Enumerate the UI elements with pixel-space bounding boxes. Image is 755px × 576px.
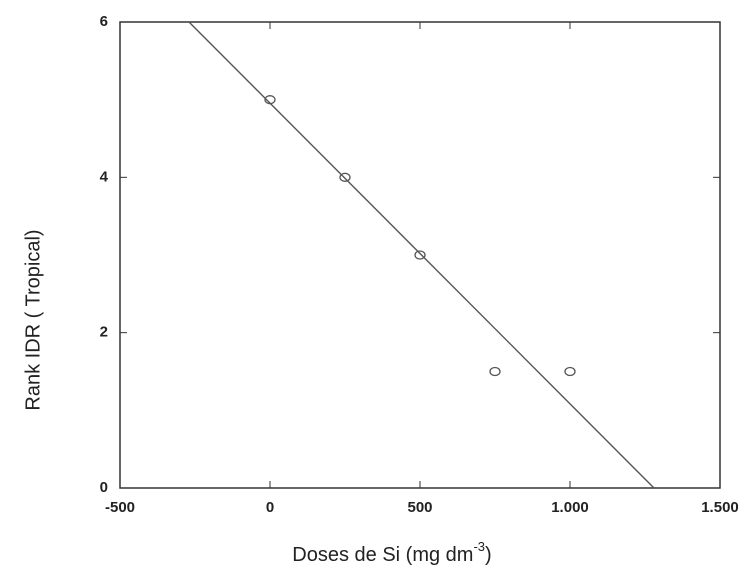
x-tick-label: -500 [105,499,135,516]
x-tick-label: 1.500 [701,499,739,516]
x-tick-label: 500 [407,499,432,516]
y-tick-label: 6 [100,13,108,30]
x-label-close: ) [485,544,492,566]
plot-frame [119,21,721,489]
y-axis-label: Rank IDR ( Tropical) [22,229,44,410]
data-point [339,172,351,182]
x-tick-label: 0 [266,499,274,516]
data-point [564,366,576,377]
data-point [414,250,426,260]
y-tick-label: 4 [100,168,109,185]
x-label-sup: -3 [473,539,485,554]
fit-line [188,21,655,489]
data-point [489,366,501,377]
x-label-main: Doses de Si (mg dm [292,544,473,566]
x-tick-label: 1.000 [551,499,589,516]
x-axis-label: Doses de Si (mg dm-3) [292,539,491,566]
data-point [264,95,276,105]
y-tick-label: 2 [100,324,108,341]
y-tick-label: 0 [100,479,108,496]
